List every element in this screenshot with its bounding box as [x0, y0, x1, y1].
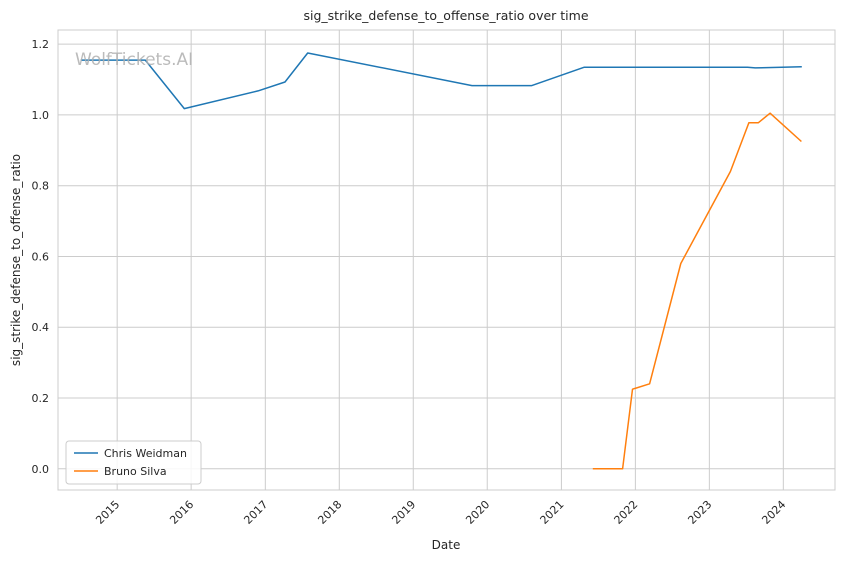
y-axis-label: sig_strike_defense_to_offense_ratio — [9, 154, 23, 366]
y-tick-labels: 0.0 0.2 0.4 0.6 0.8 1.0 1.2 — [32, 38, 50, 476]
y-tick-label: 0.8 — [32, 180, 50, 193]
series-lines — [80, 52, 802, 470]
legend-label-bruno-silva: Bruno Silva — [104, 465, 167, 478]
legend-box — [65, 440, 202, 485]
x-axis-label: Date — [432, 538, 461, 552]
watermark-text: WolfTickets.AI — [75, 50, 193, 70]
y-tick-label: 1.0 — [32, 109, 50, 122]
series-line-chris-weidman — [80, 52, 802, 110]
y-tick-label: 0.2 — [32, 392, 50, 405]
y-tick-label: 1.2 — [32, 38, 50, 51]
plot-frame — [57, 29, 836, 491]
chart-title: sig_strike_defense_to_offense_ratio over… — [303, 8, 588, 23]
legend: Chris Weidman Bruno Silva — [65, 440, 202, 485]
y-tick-label: 0.4 — [32, 321, 50, 334]
y-tick-label: 0.6 — [32, 250, 50, 263]
y-tick-label: 0.0 — [32, 463, 50, 476]
series-line-bruno-silva — [592, 112, 802, 470]
plot-area — [58, 30, 835, 490]
legend-label-chris-weidman: Chris Weidman — [104, 447, 187, 460]
